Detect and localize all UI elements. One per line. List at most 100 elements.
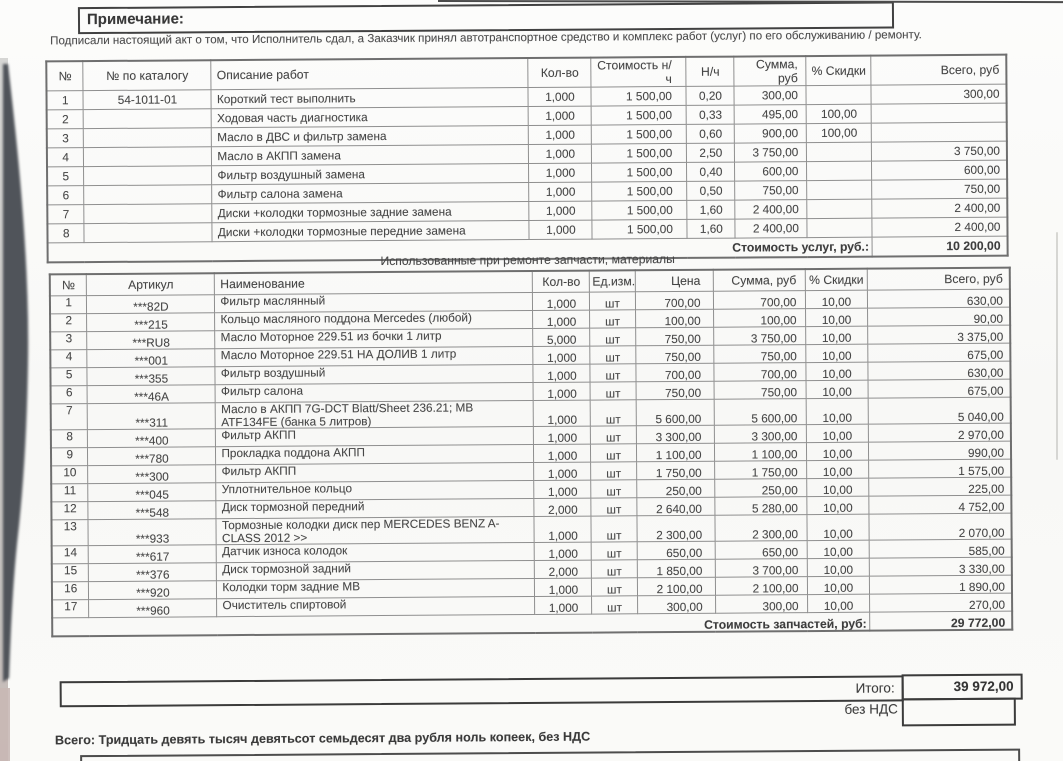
cell: ***617 bbox=[88, 544, 217, 564]
column-header: Всего, руб bbox=[867, 267, 1010, 291]
cell: 700,00 bbox=[635, 363, 714, 382]
column-header: % Скидки bbox=[804, 268, 868, 291]
cell: 2 bbox=[46, 109, 84, 129]
cell: 1 575,00 bbox=[869, 459, 1012, 479]
cell: Масло в ДВС и фильтр замена bbox=[211, 125, 529, 147]
cell: Уплотнительное кольцо bbox=[216, 480, 535, 501]
cell bbox=[84, 203, 213, 224]
cell: 1 500,00 bbox=[591, 124, 687, 145]
cell: ***548 bbox=[88, 500, 217, 520]
cell: Фильтр АКПП bbox=[216, 462, 535, 483]
cell: шт bbox=[590, 345, 636, 365]
cell: шт bbox=[590, 363, 636, 383]
cell: 5 280,00 bbox=[714, 496, 807, 516]
cell: 1,000 bbox=[528, 87, 592, 107]
cell bbox=[84, 222, 213, 243]
cell: 3 bbox=[50, 331, 88, 350]
cell: 1 100,00 bbox=[714, 442, 807, 462]
cell: 3 750,00 bbox=[734, 142, 807, 163]
cell: Колодки торм задние МВ bbox=[216, 578, 535, 599]
cell: 675,00 bbox=[868, 343, 1011, 363]
cell: 3 750,00 bbox=[713, 326, 806, 346]
cell: 990,00 bbox=[868, 441, 1012, 461]
cell: 10,00 bbox=[807, 594, 871, 613]
cell: Фильтр АКПП bbox=[215, 426, 534, 447]
cell: ***933 bbox=[88, 518, 217, 546]
cell: 300,00 bbox=[637, 595, 716, 614]
cell: 2 bbox=[50, 313, 88, 332]
cell: Масло в АКПП замена bbox=[211, 144, 529, 166]
cell: ***RU8 bbox=[87, 330, 216, 350]
cell: 10,00 bbox=[805, 424, 869, 443]
cell: Датчик износа колодок bbox=[216, 542, 535, 563]
parts-table-body: 1 ***82D Фильтр маслянный 1,000 шт 700,00 700,… bbox=[49, 289, 1013, 618]
cell: 7 bbox=[47, 204, 85, 224]
cell: 2 070,00 bbox=[869, 513, 1012, 541]
cell: 2 100,00 bbox=[636, 577, 716, 596]
cell: шт bbox=[590, 443, 637, 463]
cell: Масло Моторное 229.51 НА ДОЛИВ 1 литр bbox=[215, 346, 534, 367]
cell: 1,000 bbox=[534, 480, 592, 499]
cell: 1 bbox=[49, 295, 87, 314]
cell: Короткий тест выполнить bbox=[211, 87, 529, 109]
cell: 15 bbox=[51, 563, 89, 582]
cell: 2 300,00 bbox=[636, 515, 715, 542]
cell: 2,000 bbox=[534, 560, 592, 579]
cell: 650,00 bbox=[714, 540, 807, 560]
cell: шт bbox=[591, 541, 637, 561]
cell: ***300 bbox=[88, 464, 217, 484]
cell: 300,00 bbox=[734, 85, 807, 106]
cell bbox=[83, 146, 212, 167]
cell: 5 600,00 bbox=[713, 398, 806, 426]
cell: Фильтр воздушный замена bbox=[211, 163, 530, 185]
column-header: Стоимость н/ч bbox=[591, 56, 687, 88]
cell: ***215 bbox=[86, 312, 216, 332]
cell: 14 bbox=[51, 545, 89, 564]
cell: 1,000 bbox=[529, 182, 593, 202]
vat-value-box bbox=[901, 697, 1016, 727]
cell: 1,000 bbox=[532, 292, 591, 311]
cell: 0,60 bbox=[686, 124, 735, 144]
cell bbox=[807, 199, 873, 219]
cell: ***376 bbox=[88, 562, 217, 582]
cell: Фильтр салона замена bbox=[212, 182, 530, 204]
cell: ***780 bbox=[87, 446, 217, 466]
cell: 7 bbox=[50, 403, 88, 430]
cell: 3 700,00 bbox=[714, 558, 807, 578]
cell: 0,33 bbox=[686, 105, 735, 125]
cell: 585,00 bbox=[869, 539, 1012, 559]
cell: 300,00 bbox=[871, 84, 1007, 105]
cell: 1,000 bbox=[532, 310, 591, 329]
cell: 1,000 bbox=[529, 220, 593, 240]
cell: 10,00 bbox=[805, 344, 869, 363]
cell: 10,00 bbox=[805, 380, 869, 399]
cell bbox=[806, 85, 872, 105]
cell bbox=[871, 103, 1007, 124]
cell: 90,00 bbox=[867, 307, 1011, 327]
grand-total-label: Итого: bbox=[855, 680, 895, 696]
cell: шт bbox=[592, 595, 638, 615]
cell: 250,00 bbox=[714, 478, 807, 498]
column-header: Артикул bbox=[86, 273, 215, 296]
cell: 10,00 bbox=[805, 308, 869, 327]
column-header: № по каталогу bbox=[83, 60, 212, 91]
cell: 2 400,00 bbox=[872, 217, 1008, 238]
cell: 600,00 bbox=[734, 161, 808, 182]
cell: 2 300,00 bbox=[714, 514, 807, 542]
cell: шт bbox=[590, 327, 636, 347]
column-header: % Скидки bbox=[806, 55, 872, 86]
cell: 4 bbox=[46, 147, 84, 167]
cell: 250,00 bbox=[636, 479, 715, 498]
cell: 0,50 bbox=[687, 181, 736, 201]
cell: 1,000 bbox=[534, 542, 592, 561]
cell: 750,00 bbox=[635, 345, 714, 364]
cell: шт bbox=[591, 577, 638, 597]
cell: 1 500,00 bbox=[591, 105, 687, 126]
cell: 1 890,00 bbox=[869, 575, 1013, 595]
cell: 650,00 bbox=[636, 541, 715, 560]
cell: 2 400,00 bbox=[735, 218, 808, 239]
column-header: Сумма, руб bbox=[734, 56, 807, 87]
cell: 8 bbox=[50, 429, 88, 448]
cell: 1 bbox=[46, 90, 84, 110]
